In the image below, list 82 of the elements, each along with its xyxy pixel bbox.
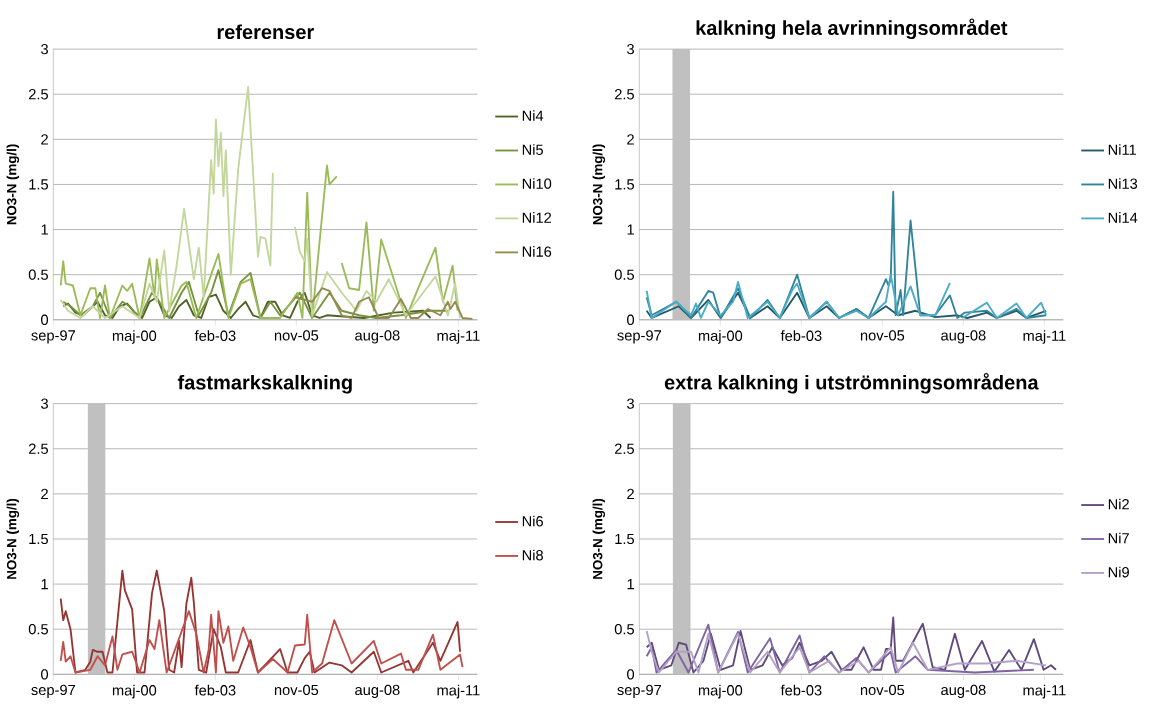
legend-label: Ni16 xyxy=(522,246,552,257)
x-tick-label: maj-11 xyxy=(437,684,480,699)
line-series xyxy=(645,630,1048,674)
y-tick-label: 3 xyxy=(627,398,634,409)
x-tick-label: nov-05 xyxy=(860,330,905,341)
x-tick-label: aug-08 xyxy=(355,684,400,698)
chart-title: extra kalkning i utströmningsområdena xyxy=(664,372,1039,394)
y-tick-label: 3 xyxy=(41,43,48,55)
line-series xyxy=(62,291,432,319)
x-tick-label: nov-05 xyxy=(860,684,905,696)
y-tick-label: 0.5 xyxy=(614,624,634,635)
x-tick-label: aug-08 xyxy=(941,684,986,698)
y-tick-label: 0.5 xyxy=(28,269,48,280)
x-tick-label: maj-11 xyxy=(1023,330,1066,344)
y-tick-label: 1 xyxy=(627,224,634,235)
x-tick-label: feb-03 xyxy=(780,684,822,696)
y-axis-title: NO3-N (mg/l) xyxy=(592,144,606,225)
x-tick-label: sep-97 xyxy=(617,330,662,344)
legend-label: Ni11 xyxy=(1108,144,1136,155)
line-series xyxy=(59,569,462,674)
y-tick-label: 0 xyxy=(41,669,49,680)
x-tick-label: maj-00 xyxy=(112,330,157,344)
legend-label: Ni14 xyxy=(1108,212,1138,223)
y-tick-label: 0 xyxy=(627,314,635,325)
y-tick-label: 0 xyxy=(627,669,635,680)
legend-label: Ni8 xyxy=(522,549,543,561)
x-tick-label: feb-03 xyxy=(194,330,236,341)
y-tick-label: 0.5 xyxy=(28,624,48,635)
y-axis-title: NO3-N (mg/l) xyxy=(592,498,606,579)
y-tick-label: 2.5 xyxy=(28,89,48,100)
legend-label: Ni10 xyxy=(522,178,552,189)
y-tick-label: 2.5 xyxy=(28,443,48,454)
x-tick-label: sep-97 xyxy=(31,684,76,698)
x-tick-label: maj-00 xyxy=(698,684,743,699)
legend-label: Ni5 xyxy=(522,144,543,155)
line-series xyxy=(294,287,474,320)
x-tick-label: sep-97 xyxy=(31,330,76,344)
x-tick-label: aug-08 xyxy=(941,330,986,344)
y-tick-label: 2 xyxy=(627,488,634,499)
legend-label: Ni6 xyxy=(522,515,543,527)
x-tick-label: maj-11 xyxy=(1023,684,1066,699)
x-tick-label: nov-05 xyxy=(274,684,319,696)
legend-label: Ni12 xyxy=(522,212,552,223)
x-tick-label: maj-00 xyxy=(698,330,743,344)
y-tick-label: 2.5 xyxy=(614,443,634,454)
legend-label: Ni7 xyxy=(1108,532,1129,544)
x-tick-label: nov-05 xyxy=(274,330,319,341)
legend-label: Ni13 xyxy=(1108,178,1138,189)
line-series xyxy=(645,623,1035,674)
y-tick-label: 1.5 xyxy=(615,179,634,190)
y-tick-label: 0.5 xyxy=(614,269,634,280)
line-series xyxy=(62,269,449,319)
y-tick-label: 1 xyxy=(41,579,48,590)
y-tick-label: 1.5 xyxy=(29,179,48,190)
y-tick-label: 1.5 xyxy=(29,533,48,545)
chart-title: fastmarkskalkning xyxy=(177,374,352,394)
y-tick-label: 2 xyxy=(41,134,48,145)
chart-title: kalkning hela avrinningsområdet xyxy=(696,18,1008,40)
y-axis-title: NO3-N (mg/l) xyxy=(6,498,20,579)
line-series xyxy=(59,610,464,674)
x-tick-label: feb-03 xyxy=(194,684,236,696)
x-tick-label: maj-11 xyxy=(437,330,480,344)
chart-title: referenser xyxy=(217,24,314,40)
legend-label: Ni2 xyxy=(1108,498,1129,510)
legend-label: Ni9 xyxy=(1108,566,1129,578)
x-tick-label: sep-97 xyxy=(617,684,662,698)
y-tick-label: 2 xyxy=(41,488,48,499)
x-tick-label: feb-03 xyxy=(780,330,822,341)
x-tick-label: maj-00 xyxy=(112,684,157,699)
y-tick-label: 1 xyxy=(627,579,634,590)
y-tick-label: 2.5 xyxy=(614,89,634,100)
y-tick-label: 3 xyxy=(627,43,634,55)
y-tick-label: 1 xyxy=(41,224,48,235)
y-axis-title: NO3-N (mg/l) xyxy=(6,144,20,225)
y-tick-label: 2 xyxy=(627,134,634,145)
y-tick-label: 0 xyxy=(41,314,49,325)
legend-label: Ni4 xyxy=(522,110,544,121)
y-tick-label: 3 xyxy=(41,398,48,409)
x-tick-label: aug-08 xyxy=(355,330,400,344)
line-series xyxy=(645,190,1048,319)
y-tick-label: 1.5 xyxy=(615,533,634,545)
line-series xyxy=(645,616,1057,674)
